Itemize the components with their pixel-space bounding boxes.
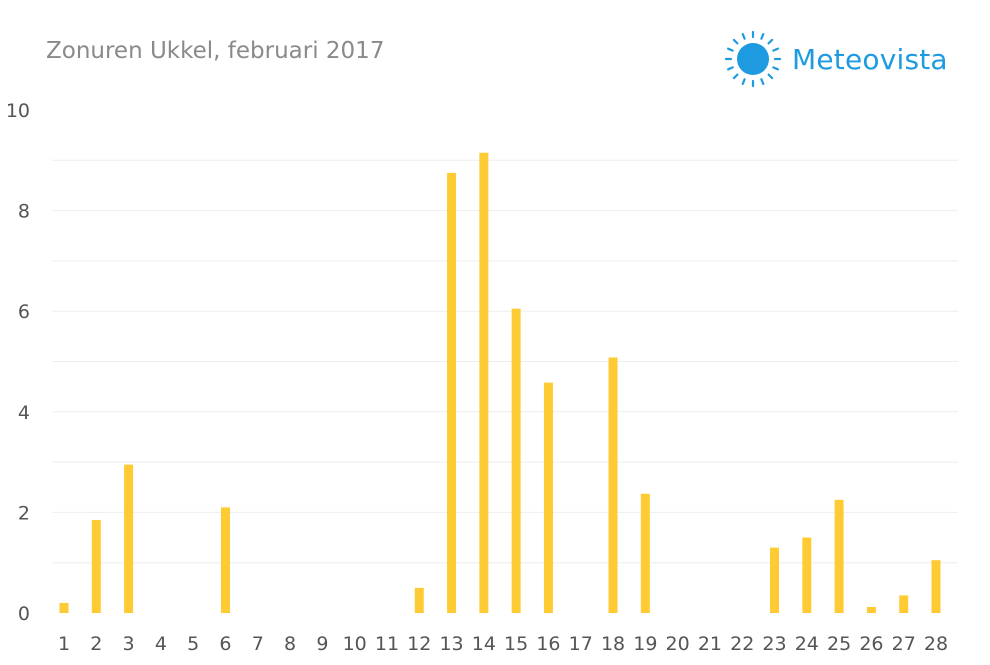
x-tick-label: 13 — [439, 633, 463, 655]
x-tick-label: 28 — [924, 633, 948, 655]
x-tick-label: 8 — [284, 633, 296, 655]
y-tick-label: 2 — [18, 502, 30, 524]
x-tick-label: 7 — [252, 633, 264, 655]
x-tick-label: 2 — [90, 633, 102, 655]
x-tick-label: 6 — [219, 633, 231, 655]
x-tick-label: 16 — [536, 633, 560, 655]
y-tick-label: 8 — [18, 201, 30, 223]
x-tick-label: 18 — [601, 633, 625, 655]
y-tick-label: 6 — [18, 301, 30, 323]
x-tick-label: 12 — [407, 633, 431, 655]
x-tick-label: 5 — [187, 633, 199, 655]
x-tick-label: 17 — [569, 633, 593, 655]
x-tick-label: 22 — [730, 633, 754, 655]
brand-name: Meteovista — [792, 42, 948, 76]
bar — [414, 587, 424, 613]
x-tick-label: 15 — [504, 633, 528, 655]
bar — [834, 499, 844, 613]
bar — [899, 595, 909, 613]
x-tick-label: 27 — [892, 633, 916, 655]
x-tick-label: 1 — [58, 633, 70, 655]
bar — [802, 537, 812, 613]
x-tick-label: 23 — [762, 633, 786, 655]
bar — [640, 493, 650, 613]
bar — [91, 519, 101, 613]
x-tick-label: 3 — [123, 633, 135, 655]
bar — [447, 172, 457, 613]
bar — [479, 152, 489, 613]
x-tick-label: 9 — [316, 633, 328, 655]
bar — [511, 308, 521, 613]
y-tick-label: 10 — [6, 100, 30, 122]
brand-logo: Meteovista — [722, 28, 972, 90]
x-tick-label: 20 — [666, 633, 690, 655]
bar — [543, 382, 553, 613]
x-tick-label: 14 — [472, 633, 496, 655]
bar — [59, 602, 69, 613]
x-tick-label: 21 — [698, 633, 722, 655]
x-tick-label: 25 — [827, 633, 851, 655]
x-tick-label: 26 — [859, 633, 883, 655]
bar — [931, 560, 941, 613]
bar — [220, 507, 230, 613]
bar — [124, 464, 134, 613]
x-tick-label: 11 — [375, 633, 399, 655]
bar — [770, 547, 780, 613]
x-tick-label: 10 — [343, 633, 367, 655]
bar — [608, 357, 618, 613]
x-tick-label: 24 — [795, 633, 819, 655]
bar — [866, 606, 876, 613]
y-tick-label: 0 — [18, 603, 30, 625]
chart-title: Zonuren Ukkel, februari 2017 — [46, 38, 385, 64]
sun-icon — [724, 30, 782, 88]
x-tick-label: 19 — [633, 633, 657, 655]
x-tick-label: 4 — [155, 633, 167, 655]
y-tick-label: 4 — [18, 402, 30, 424]
